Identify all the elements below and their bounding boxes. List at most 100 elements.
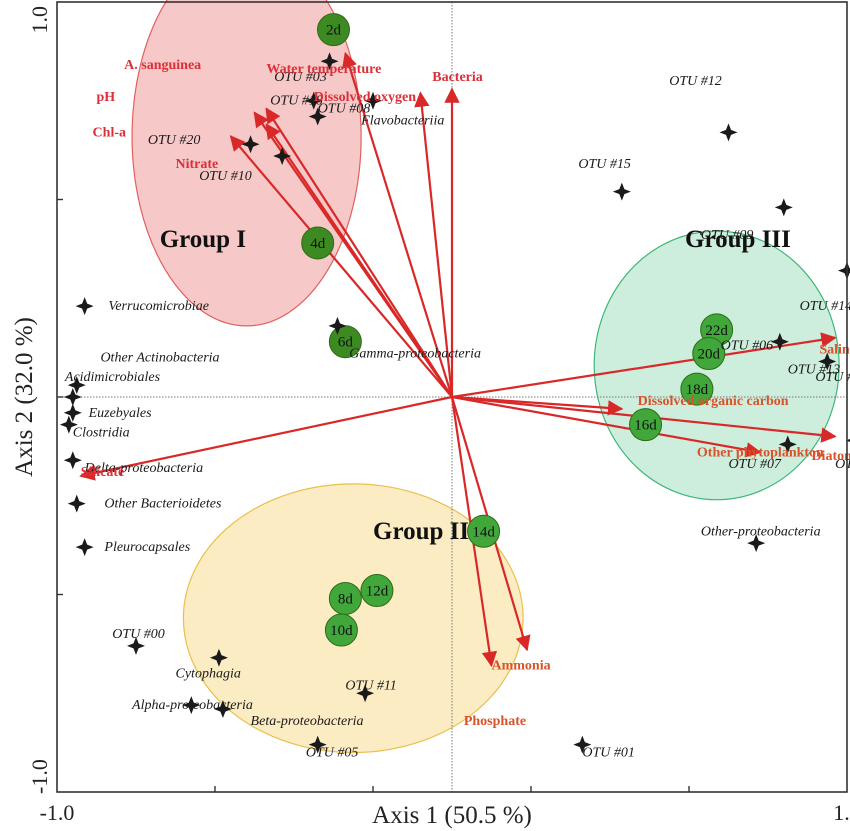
vector-label-bacteria: Bacteria (432, 70, 483, 85)
x-tick-label: 1.0 (833, 800, 850, 825)
otu-label-clostridia: Clostridia (73, 426, 130, 441)
otu-label-otu-03: OTU #03 (274, 70, 327, 85)
sample-label-6d: 6d (338, 335, 354, 351)
vector-dissolved-oxygen (414, 91, 454, 398)
otu-marker-otu-00 (127, 636, 145, 655)
sample-label-16d: 16d (634, 418, 657, 434)
otu-marker-otu-06 (770, 332, 789, 351)
sample-label-12d: 12d (366, 584, 389, 600)
otu-label-flavobacteriia: Flavobacteriia (360, 113, 444, 128)
sample-point-10d (324, 613, 358, 647)
otu-label-otu-07: OTU #07 (729, 457, 783, 472)
otu-label-alpha-proteobacteria: Alpha-proteobacteria (131, 698, 253, 713)
otu-label-otu-00: OTU #00 (112, 627, 165, 642)
otu-label-delta-proteobacteria: Delta-proteobacteria (84, 461, 203, 476)
vector-nitrate (229, 135, 453, 398)
sample-point-16d (629, 408, 663, 442)
otu-label-verrucomicrobiae: Verrucomicrobiae (108, 299, 209, 314)
otu-marker-otu-09 (774, 198, 793, 217)
otu-label-otu-01: OTU #01 (582, 745, 635, 760)
sample-point-4d (301, 226, 335, 260)
otu-marker-otu-14 (838, 261, 850, 280)
vector-silicate (79, 395, 453, 481)
otu-label-otu-14: OTU #14 (800, 299, 850, 314)
otu-label-other-bacterioidetes: Other Bacterioidetes (104, 497, 222, 512)
otu-label-euzebyales: Euzebyales (88, 406, 153, 421)
otu-label-otu-11: OTU #11 (345, 678, 396, 693)
otu-label-otu-08: OTU #08 (318, 102, 371, 117)
otu-marker-otu-02 (845, 438, 850, 443)
group-label-1: Group I (160, 226, 246, 253)
otu-label-acidimicrobiales: Acidimicrobiales (64, 370, 161, 385)
vector-water-temperature (265, 107, 453, 398)
sample-label-10d: 10d (330, 623, 353, 639)
otu-marker-alpha-proteobacteria (182, 696, 201, 715)
vector-label-ph: pH (97, 90, 116, 105)
sample-point-12d (360, 574, 394, 608)
vector-label-other-phytoplankton: Other phytoplankton (697, 445, 824, 460)
group-ellipse-1 (131, 0, 362, 327)
otu-label-cytophagia: Cytophagia (176, 666, 241, 681)
vector-label-salinity: Salinity (819, 343, 850, 358)
sample-label-18d: 18d (686, 382, 709, 398)
otu-label-other-proteobacteria: Other-proteobacteria (701, 524, 821, 539)
vector-label-water-temperature: Water temperature (266, 62, 381, 77)
vector-chl-a (265, 123, 453, 398)
otu-marker-other-proteobacteria (747, 534, 766, 553)
group-ellipse-2 (182, 483, 524, 754)
sample-point-18d (680, 372, 714, 406)
otu-marker-euzebyales (63, 403, 82, 422)
sample-label-14d: 14d (472, 524, 495, 540)
otu-label-gamma-proteobacteria: Gamma-proteobacteria (349, 347, 481, 362)
vector-label-chl-a: Chl-a (93, 125, 126, 140)
otu-marker-otu-13 (818, 352, 837, 371)
otu-points (59, 52, 850, 754)
otu-marker-other-bacterioidetes (67, 494, 86, 513)
sample-point-2d (317, 13, 350, 47)
sample-label-2d: 2d (326, 23, 342, 39)
otu-label-otu-10: OTU #10 (199, 169, 252, 184)
otu-marker-other-actinobacteria (67, 376, 86, 395)
otu-marker-verrucomicrobiae (75, 297, 94, 316)
otu-label-pleurocapsales: Pleurocapsales (103, 540, 190, 555)
otu-marker-otu-11 (356, 684, 375, 703)
otu-marker-cytophagia (209, 648, 228, 667)
group-ellipses (131, 0, 840, 754)
x-tick-label: -1.0 (40, 800, 75, 825)
otu-label-other-actinobacteria: Other Actinobacteria (100, 350, 219, 365)
otu-label-otu-06: OTU #06 (721, 339, 774, 354)
vector-label-dissolved-organic-carbon: Dissolved organic carbon (638, 394, 789, 409)
axes: -1.0 1.0 1.0 -1.0 (27, 1, 850, 825)
sample-label-8d: 8d (338, 591, 354, 607)
otu-label-otu-18: OTU #18 (270, 94, 323, 109)
otu-marker-otu-10 (273, 147, 292, 166)
otu-marker-otu-12 (719, 123, 738, 142)
sample-label-4d: 4d (310, 236, 326, 252)
otu-marker-otu-18 (304, 91, 323, 110)
sample-point-20d (692, 337, 726, 371)
otu-label-otu-09: OTU #09 (701, 228, 754, 243)
sample-label-20d: 20d (698, 347, 721, 363)
vector-a-sanguinea (342, 51, 454, 398)
vector-label-nitrate: Nitrate (176, 157, 219, 172)
otu-label-otu-05: OTU #05 (306, 745, 359, 760)
otu-label-otu-15: OTU #15 (578, 157, 631, 172)
x-axis-label: Axis 1 (50.5 %) (372, 802, 532, 829)
y-tick-label: -1.0 (27, 759, 52, 794)
otu-marker-otu-05 (308, 735, 327, 754)
otu-label-otu-04: OTU #04 (815, 370, 850, 385)
otu-marker-otu-03 (320, 52, 339, 71)
otu-marker-clostridia (59, 415, 78, 434)
otu-label-otu-13: OTU #13 (788, 362, 841, 377)
otu-marker-otu-20 (241, 135, 260, 154)
vector-label-silicate: Silicate (81, 465, 125, 480)
otu-marker-flavobacteriia (364, 91, 382, 110)
y-tick-label: 1.0 (27, 6, 52, 34)
environmental-vectors (79, 51, 837, 668)
otu-marker-otu-15 (612, 182, 631, 201)
vector-label-a-sanguinea: A. sanguinea (124, 58, 201, 73)
otu-label-otu-20: OTU #20 (148, 133, 201, 148)
vector-label-phosphate: Phosphate (464, 714, 526, 729)
